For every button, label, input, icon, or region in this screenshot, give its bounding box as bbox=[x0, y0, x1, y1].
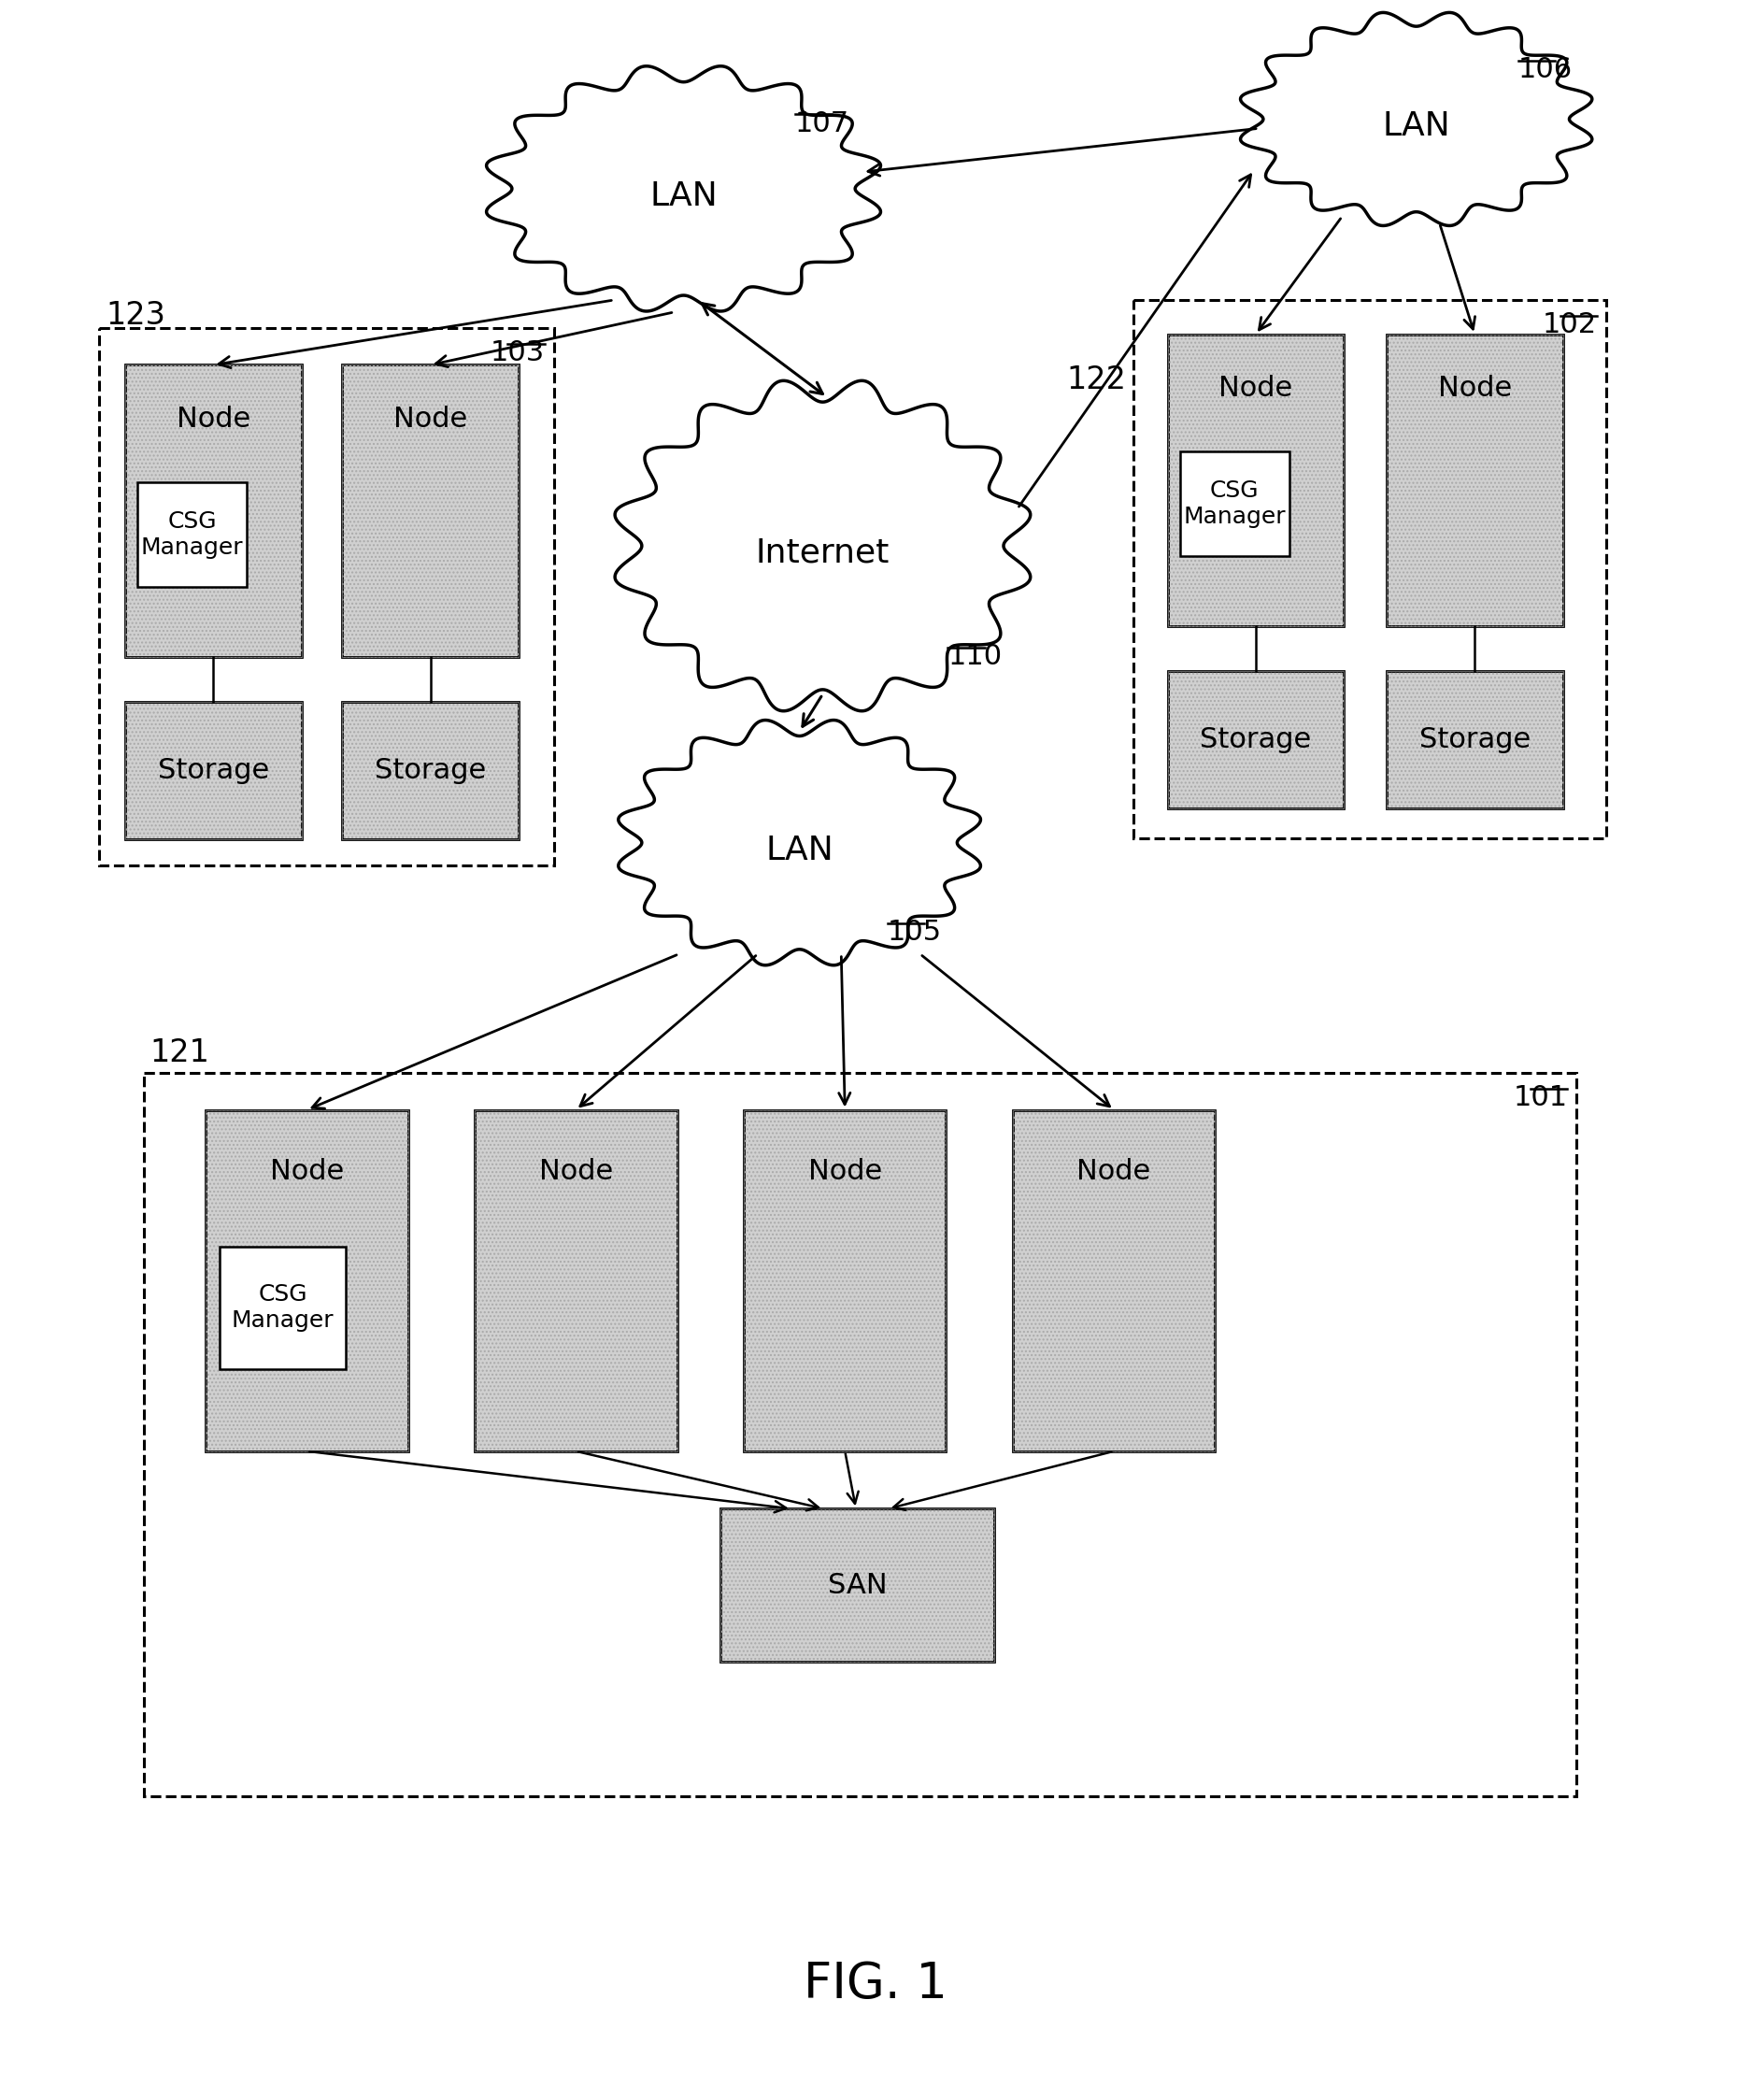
FancyBboxPatch shape bbox=[342, 701, 519, 840]
Text: LAN: LAN bbox=[650, 181, 718, 212]
Text: CSG
Manager: CSG Manager bbox=[1183, 479, 1286, 527]
FancyBboxPatch shape bbox=[475, 1109, 676, 1451]
Text: 107: 107 bbox=[795, 109, 850, 136]
Polygon shape bbox=[618, 720, 981, 966]
Text: 123: 123 bbox=[105, 300, 165, 332]
Text: CSG
Manager: CSG Manager bbox=[140, 510, 244, 559]
Text: LAN: LAN bbox=[1382, 111, 1451, 143]
Text: Node: Node bbox=[808, 1157, 881, 1184]
Text: Storage: Storage bbox=[158, 756, 270, 783]
Polygon shape bbox=[487, 65, 881, 311]
Text: FIG. 1: FIG. 1 bbox=[804, 1959, 948, 2008]
Polygon shape bbox=[1240, 13, 1593, 225]
Text: Node: Node bbox=[1438, 376, 1512, 403]
FancyBboxPatch shape bbox=[138, 481, 247, 588]
Text: Storage: Storage bbox=[1200, 727, 1312, 754]
FancyBboxPatch shape bbox=[745, 1109, 946, 1451]
FancyBboxPatch shape bbox=[124, 365, 301, 657]
Text: SAN: SAN bbox=[827, 1571, 887, 1598]
FancyBboxPatch shape bbox=[1181, 452, 1289, 556]
FancyBboxPatch shape bbox=[1386, 334, 1563, 626]
FancyBboxPatch shape bbox=[720, 1508, 993, 1661]
Text: Node: Node bbox=[540, 1157, 613, 1184]
Text: Node: Node bbox=[1077, 1157, 1151, 1184]
FancyBboxPatch shape bbox=[221, 1247, 345, 1369]
FancyBboxPatch shape bbox=[124, 701, 301, 840]
Text: CSG
Manager: CSG Manager bbox=[231, 1283, 335, 1331]
Text: 121: 121 bbox=[151, 1037, 210, 1069]
Text: Node: Node bbox=[1219, 376, 1293, 403]
Text: Internet: Internet bbox=[755, 538, 890, 569]
Text: Storage: Storage bbox=[375, 756, 485, 783]
Text: Node: Node bbox=[270, 1157, 343, 1184]
Polygon shape bbox=[615, 380, 1030, 712]
Text: LAN: LAN bbox=[766, 834, 834, 865]
FancyBboxPatch shape bbox=[342, 365, 519, 657]
Text: 110: 110 bbox=[948, 643, 1002, 670]
Text: Node: Node bbox=[177, 405, 251, 433]
Text: Storage: Storage bbox=[1419, 727, 1531, 754]
Text: 103: 103 bbox=[491, 338, 545, 365]
FancyBboxPatch shape bbox=[207, 1109, 408, 1451]
FancyBboxPatch shape bbox=[1013, 1109, 1214, 1451]
Text: 101: 101 bbox=[1514, 1084, 1568, 1111]
Text: 105: 105 bbox=[888, 918, 943, 945]
FancyBboxPatch shape bbox=[1167, 672, 1344, 808]
FancyBboxPatch shape bbox=[1386, 672, 1563, 808]
Text: Node: Node bbox=[392, 405, 468, 433]
Text: 106: 106 bbox=[1519, 57, 1573, 84]
FancyBboxPatch shape bbox=[1167, 334, 1344, 626]
Text: 122: 122 bbox=[1067, 365, 1127, 395]
Text: 102: 102 bbox=[1544, 311, 1598, 338]
